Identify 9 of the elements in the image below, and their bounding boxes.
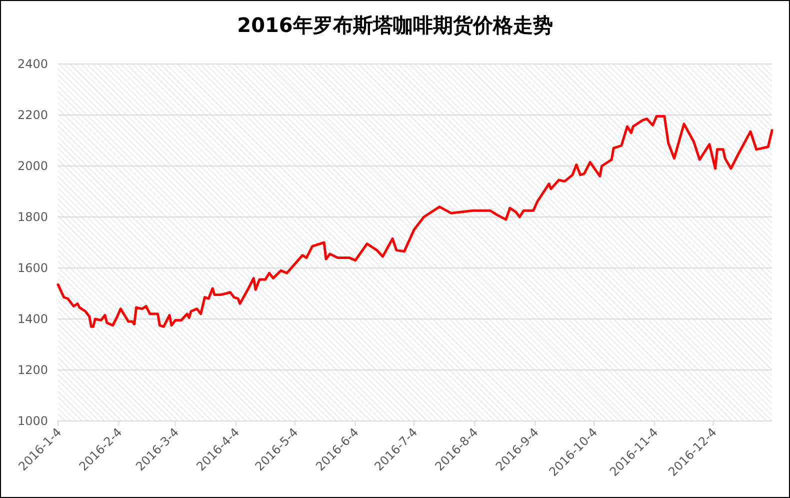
chart-title: 2016年罗布斯塔咖啡期货价格走势 bbox=[237, 13, 553, 37]
y-tick-label: 1800 bbox=[17, 210, 48, 224]
y-tick-label: 1000 bbox=[17, 414, 48, 428]
y-tick-label: 2400 bbox=[17, 57, 48, 71]
y-tick-label: 1200 bbox=[17, 363, 48, 377]
y-tick-label: 1400 bbox=[17, 312, 48, 326]
y-tick-label: 2000 bbox=[17, 159, 48, 173]
y-tick-label: 2200 bbox=[17, 108, 48, 122]
y-tick-label: 1600 bbox=[17, 261, 48, 275]
